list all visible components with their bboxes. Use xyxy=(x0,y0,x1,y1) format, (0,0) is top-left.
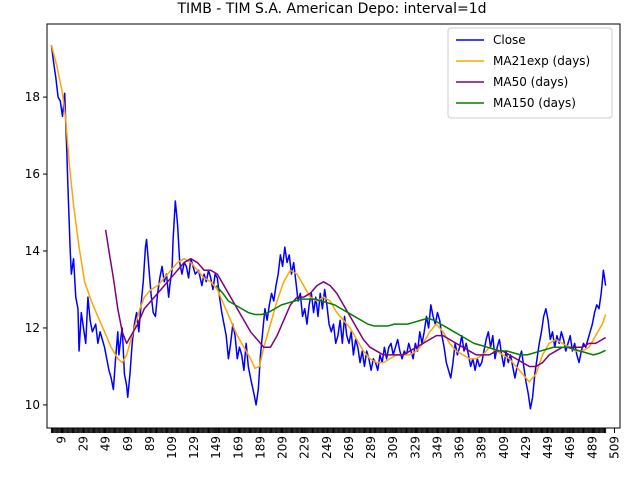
x-tick-label: 309 xyxy=(386,436,400,459)
x-tick-label: 429 xyxy=(519,436,533,459)
x-tick-label: 329 xyxy=(408,436,422,459)
legend: Close MA21exp (days) MA50 (days) MA150 (day… xyxy=(447,27,613,119)
legend-label-0: Close xyxy=(493,33,526,47)
legend-label-1: MA21exp (days) xyxy=(493,54,590,68)
x-tick-label: 69 xyxy=(121,436,135,451)
x-tick-label: 9 xyxy=(54,436,68,444)
x-tick-label: 409 xyxy=(497,436,511,459)
x-tick-label: 489 xyxy=(585,436,599,459)
series-line-2 xyxy=(104,229,606,368)
x-axis: 9 29 49 69 89 109 129 149 169 189 209 229 249 269 289 3… xyxy=(50,428,621,459)
x-tick-label: 89 xyxy=(143,436,157,451)
legend-label-2: MA50 (days) xyxy=(493,75,568,89)
x-tick-label: 369 xyxy=(453,436,467,459)
y-axis: 10 12 14 16 18 xyxy=(25,90,47,412)
y-tick-label: 12 xyxy=(25,321,40,335)
series-layer xyxy=(50,44,607,410)
x-tick-label: 189 xyxy=(253,436,267,459)
legend-box xyxy=(447,27,613,119)
y-tick-label: 16 xyxy=(25,167,40,181)
x-tick-label: 249 xyxy=(320,436,334,459)
x-tick-label: 289 xyxy=(364,436,378,459)
x-tick-label: 209 xyxy=(276,436,290,459)
chart-title: TIMB - TIM S.A. American Depo: interval=… xyxy=(176,1,486,17)
x-tick-label: 269 xyxy=(342,436,356,459)
x-tick-label: 389 xyxy=(475,436,489,459)
y-tick-label: 10 xyxy=(25,398,40,412)
x-tick-label: 469 xyxy=(563,436,577,459)
y-tick-label: 18 xyxy=(25,90,40,104)
series-line-0 xyxy=(50,45,607,410)
x-tick-label: 169 xyxy=(231,436,245,459)
x-tick-label: 229 xyxy=(298,436,312,459)
x-tick-label: 49 xyxy=(99,436,113,451)
x-tick-label: 29 xyxy=(77,436,91,451)
x-tick-label: 109 xyxy=(165,436,179,459)
series-line-3 xyxy=(215,285,606,356)
x-tick-label: 129 xyxy=(187,436,201,459)
x-tick-label: 509 xyxy=(607,436,621,459)
x-tick-label: 149 xyxy=(209,436,223,459)
y-tick-label: 14 xyxy=(25,244,40,258)
plot-area xyxy=(50,44,607,410)
x-tick-label: 449 xyxy=(541,436,555,459)
x-tick-label: 349 xyxy=(430,436,444,459)
legend-label-3: MA150 (days) xyxy=(493,96,576,110)
